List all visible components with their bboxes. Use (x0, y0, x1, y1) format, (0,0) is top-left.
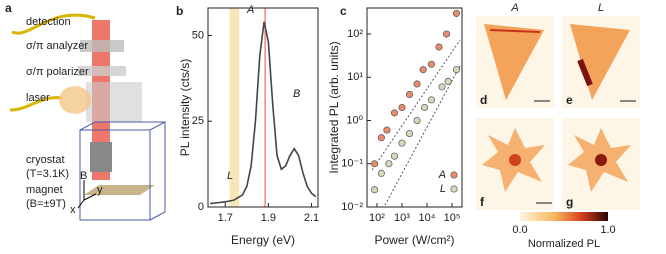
data-point (419, 66, 427, 74)
data-point (370, 160, 379, 168)
shaded-range (229, 8, 240, 207)
y-tick-label: 25 (192, 115, 204, 127)
plot-frame (207, 7, 319, 208)
x-tick-label: 10² (369, 212, 385, 224)
data-point (390, 109, 399, 117)
x-axis-label: Energy (eV) (231, 233, 295, 247)
panel-label: g (566, 195, 573, 209)
setup-text: laser (26, 92, 50, 104)
legend-marker (450, 185, 458, 193)
data-point (383, 126, 391, 134)
panel-label: a (5, 1, 12, 15)
y-axis-label: PL intensity (cts/s) (178, 59, 192, 157)
setup-text: detection (26, 16, 71, 28)
data-point (377, 169, 385, 177)
x-axis-label: Power (W/cm²) (375, 233, 455, 247)
guide-line (371, 39, 461, 171)
x-tick-label: 1.9 (261, 212, 276, 224)
y-tick-label: 50 (192, 29, 204, 41)
x-tick-label: 2.1 (304, 212, 319, 224)
column-title: L (598, 2, 604, 14)
data-point (413, 116, 421, 125)
column-title: A (510, 2, 518, 14)
legend-label: L (440, 183, 446, 195)
data-point (405, 129, 414, 138)
data-point (427, 96, 435, 104)
panel-label: e (566, 93, 573, 107)
maps (476, 16, 640, 221)
y-tick-label: 10⁻¹ (341, 158, 363, 170)
y-tick-label: 10¹ (347, 71, 363, 83)
annotation: B (293, 88, 300, 100)
data-point (442, 30, 451, 38)
data-point (438, 83, 446, 91)
data-point (377, 134, 385, 142)
panel-label: d (480, 93, 487, 107)
x-tick-label: 10³ (394, 212, 410, 224)
data-point (444, 77, 452, 86)
panel-label: b (176, 4, 183, 18)
setup-text: cryostat (26, 154, 65, 166)
setup-text: σ/π analyzer (26, 40, 88, 52)
guide-line (384, 65, 461, 206)
y-tick-label: 0 (198, 201, 204, 213)
setup-diagram (9, 13, 166, 221)
y-tick-label: 10⁰ (346, 114, 363, 126)
x-tick-label: 10⁵ (444, 212, 461, 224)
panel-label: c (340, 4, 347, 18)
y-tick-label: 10² (347, 28, 363, 40)
data-point (413, 80, 421, 88)
y-tick-label: 10⁻² (341, 201, 363, 213)
data-point (390, 152, 399, 160)
setup-text: σ/π polarizer (26, 66, 89, 78)
annotation: A (246, 4, 254, 16)
data-point (435, 43, 443, 51)
y-axis-label: Integrated PL (arb. units) (327, 41, 341, 173)
axis-letter: x (70, 204, 76, 216)
data-point (421, 103, 429, 112)
colorbar-tick-label: 1.0 (600, 224, 615, 236)
data-point (452, 9, 460, 17)
data-point (398, 103, 406, 112)
data-point (385, 160, 393, 168)
colorbar-tick-label: 0.0 (512, 224, 527, 236)
data-point (370, 186, 379, 194)
panel-label: f (480, 195, 485, 209)
plot-frame (366, 7, 463, 208)
annotation: L (227, 170, 233, 182)
legend-marker (450, 171, 458, 179)
axis-letter: B (80, 170, 87, 182)
data-point (405, 90, 414, 99)
data-point (452, 66, 460, 74)
setup-text: (T=3.1K) (26, 168, 69, 180)
setup-text: magnet (26, 184, 63, 196)
colorbar-label: Normalized PL (528, 238, 600, 250)
setup-text: (B=±9T) (26, 198, 66, 210)
data-point (427, 60, 435, 68)
axis-letter: y (97, 184, 103, 196)
legend-label: A (438, 169, 446, 181)
x-tick-label: 1.7 (218, 212, 233, 224)
data-point (398, 139, 406, 147)
spectrum-line (210, 21, 317, 205)
x-tick-label: 10⁴ (419, 212, 436, 224)
